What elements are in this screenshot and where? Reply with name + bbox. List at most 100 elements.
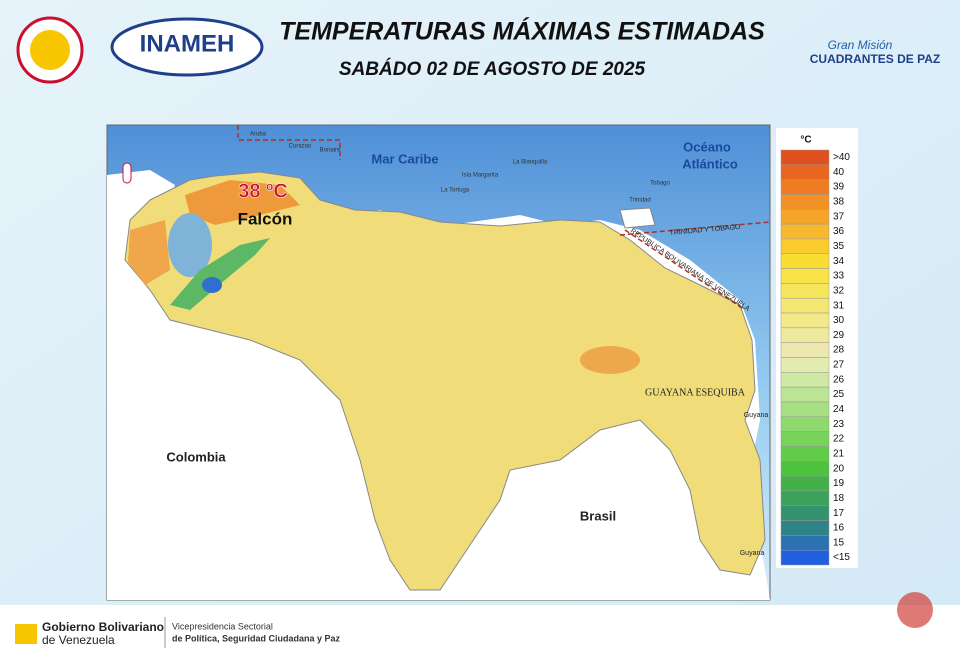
- island-label: Aruba: [250, 132, 267, 138]
- legend-swatch: [780, 238, 830, 255]
- legend-swatch: [780, 446, 830, 462]
- legend-label: 26: [833, 374, 845, 385]
- legend-swatch: [780, 283, 830, 299]
- legend-swatch: [780, 401, 830, 418]
- guyana-label: Guyana: [744, 412, 769, 419]
- hot-zone-zulia: [128, 220, 170, 285]
- legend-swatch: [780, 179, 830, 195]
- land-venezuela: [124, 171, 766, 591]
- lake-maracaibo: [168, 213, 212, 277]
- highlight-place: Falcón: [238, 209, 293, 228]
- legend-swatch: [780, 209, 830, 225]
- legend-swatch: [780, 475, 830, 492]
- legend-label: 30: [833, 315, 845, 326]
- legend-label: 35: [833, 241, 845, 252]
- maritime-border: [624, 229, 746, 311]
- legend-swatch: [780, 461, 830, 477]
- legend-swatch: [780, 327, 830, 343]
- legend-label: 19: [833, 478, 845, 489]
- legend-label: >40: [833, 152, 850, 163]
- legend-swatch: [780, 342, 830, 358]
- maritime-border: [237, 125, 341, 160]
- legend-label: 15: [833, 537, 845, 548]
- footer-vice: Vicepresidencia Sectorial: [172, 621, 273, 631]
- legend-swatch: [780, 223, 830, 240]
- island-labels: Aruba Curazao Bonaire La Tortuga La Blanquil…: [250, 132, 671, 204]
- legend-label: 27: [833, 360, 845, 371]
- ocean-label: Atlántico: [682, 156, 738, 171]
- legend-swatch: [780, 164, 830, 180]
- guyana-label: Guyana: [740, 550, 765, 557]
- legend-label: 37: [833, 211, 845, 222]
- footer-gov: de Venezuela: [42, 633, 115, 647]
- island-label: Curazao: [289, 144, 312, 150]
- legend-swatch: [780, 490, 830, 506]
- subtitle: SABÁDO 02 DE AGOSTO DE 2025: [339, 58, 646, 80]
- andes-cool: [170, 238, 270, 310]
- legend-label: 17: [833, 508, 845, 519]
- thermometer-icon: [122, 162, 132, 184]
- region-label: GUAYANA ESEQUIBA: [645, 387, 746, 398]
- island-label: Trinidad: [629, 198, 650, 204]
- legend-swatch: [780, 535, 830, 551]
- inameh-logo: [110, 17, 264, 77]
- footer-gov: Gobierno Bolivariano: [42, 620, 164, 634]
- legend-label: 38: [833, 197, 845, 208]
- highlight-value: 38 ºC: [238, 180, 288, 202]
- maritime-border: [619, 221, 771, 236]
- legend-swatch: [780, 194, 830, 210]
- legend-label: 21: [833, 448, 845, 459]
- legend-unit: °C: [800, 135, 811, 146]
- legend-swatch: [780, 416, 830, 432]
- legend-swatch: [780, 297, 830, 314]
- trinidad: [619, 207, 656, 229]
- legend-label: <15: [833, 552, 850, 563]
- hot-zone-bolivar: [580, 346, 640, 374]
- legend-label: 18: [833, 493, 845, 504]
- island-label: La Tortuga: [441, 188, 470, 194]
- island-label: Isla Margarita: [462, 173, 499, 179]
- logo-right-top: Gran Misión: [828, 38, 893, 52]
- hot-zone-falcon: [185, 180, 300, 225]
- title: TEMPERATURAS MÁXIMAS ESTIMADAS: [279, 17, 765, 46]
- andes-cold: [202, 277, 222, 293]
- island-label: La Blanquilla: [513, 160, 548, 166]
- legend-label: 39: [833, 182, 845, 193]
- legend-swatch: [780, 268, 830, 284]
- logo-right-bottom: CUADRANTES DE PAZ: [810, 52, 940, 66]
- legend-swatch: [780, 386, 830, 403]
- country-label: Colombia: [166, 449, 226, 464]
- legend-swatch: [780, 357, 830, 373]
- legend: >40 40 39 38 37 36 35 34 33 32 31 30 29 28 27 26 25 24 23 2…: [780, 149, 850, 566]
- legend-label: 24: [833, 404, 845, 415]
- legend-swatch: [780, 149, 830, 166]
- island-label: Tobago: [650, 181, 670, 187]
- legend-label: 33: [833, 271, 845, 282]
- legend-label: 32: [833, 285, 845, 296]
- legend-label: 34: [833, 256, 845, 267]
- legend-label: 28: [833, 345, 845, 356]
- legend-swatch: [780, 253, 830, 269]
- legend-swatch: [780, 372, 830, 388]
- legend-label: 31: [833, 300, 845, 311]
- footer-vice: de Política, Seguridad Ciudadana y Paz: [172, 633, 341, 643]
- legend-swatch: [780, 505, 830, 521]
- legend-swatch: [780, 520, 830, 536]
- legend-label: 25: [833, 389, 845, 400]
- footer-band: [0, 605, 960, 666]
- flag-icon: [15, 624, 37, 644]
- legend-label: 40: [833, 167, 845, 178]
- emblem-inner: [30, 30, 70, 70]
- legend-label: 23: [833, 419, 845, 430]
- logo-text: INAMEH: [140, 30, 235, 57]
- legend-label: 29: [833, 330, 845, 341]
- anniversary-logo: [897, 592, 933, 628]
- legend-label: 20: [833, 463, 845, 474]
- ocean-label: Océano: [683, 139, 731, 154]
- legend-label: 36: [833, 226, 845, 237]
- country-label: Brasil: [580, 508, 616, 523]
- island-label: Bonaire: [320, 148, 341, 154]
